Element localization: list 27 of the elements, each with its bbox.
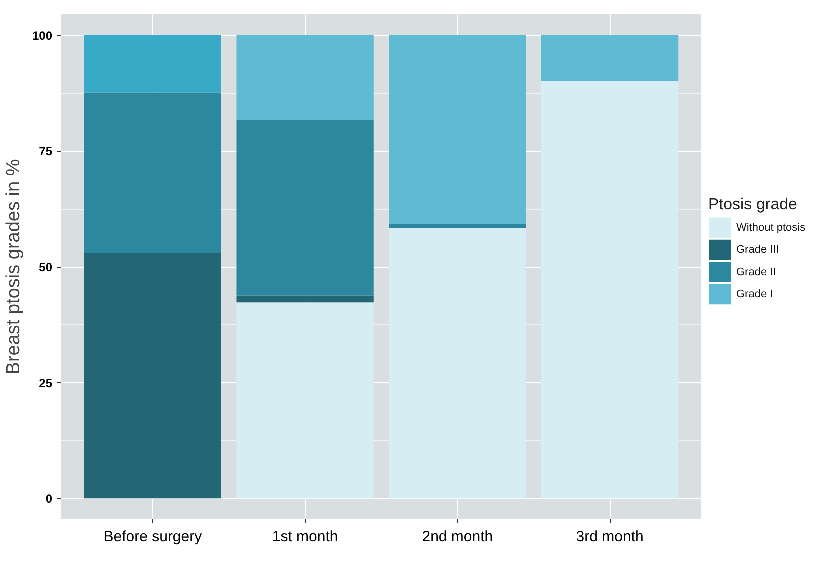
x-tick-label: 1st month (272, 528, 338, 546)
legend-label: Without ptosis (736, 222, 806, 234)
bar (84, 35, 222, 93)
bar (389, 224, 526, 228)
bar (236, 120, 374, 296)
y-tick-label: 100 (32, 28, 53, 43)
bar (236, 296, 374, 303)
x-tick-label: 3rd month (576, 528, 644, 546)
bar (236, 35, 374, 120)
bar (84, 92, 222, 254)
bar (542, 81, 679, 499)
y-tick-label: 25 (39, 376, 53, 390)
y-tick-label: 75 (39, 144, 53, 159)
y-tick-label: 50 (39, 260, 53, 274)
y-tick-label: 0 (46, 492, 53, 506)
bar (84, 253, 222, 499)
bar (236, 302, 374, 499)
bar (389, 35, 526, 224)
legend-label: Grade III (736, 244, 780, 256)
x-tick-label: 2nd month (422, 528, 494, 546)
x-tick-label: Before surgery (104, 528, 203, 546)
bar (542, 35, 679, 82)
legend-label: Grade II (736, 266, 776, 278)
bar (389, 228, 526, 499)
legend-title: Ptosis grade (708, 196, 798, 214)
legend-label: Grade I (736, 288, 774, 300)
y-axis-title: Breast ptosis grades in % (3, 159, 24, 375)
